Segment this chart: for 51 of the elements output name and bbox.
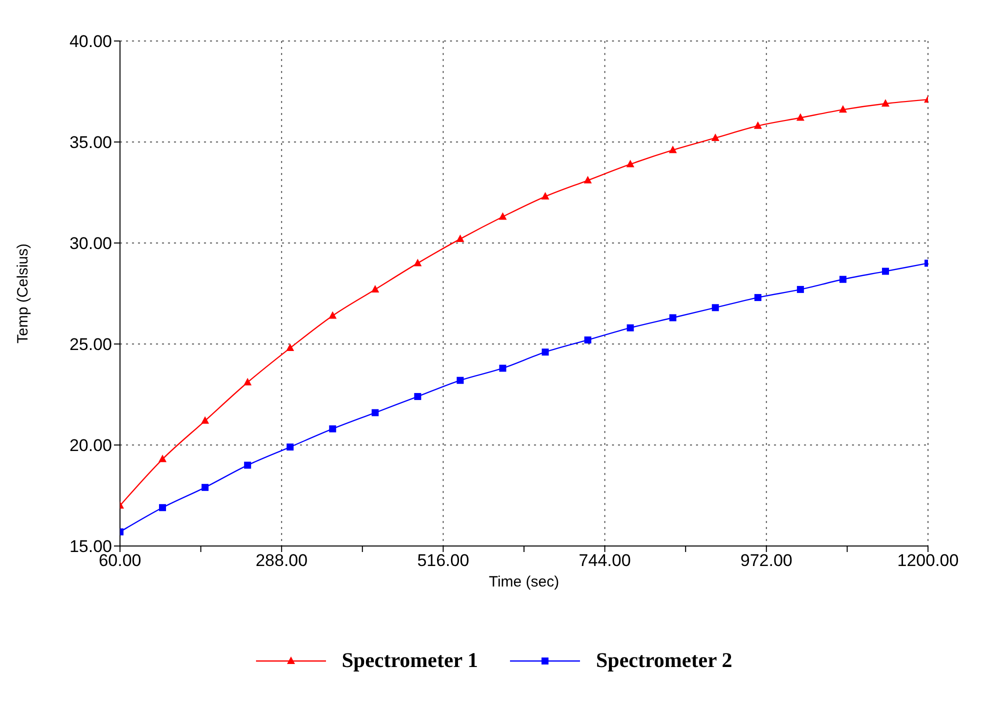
point	[414, 393, 422, 400]
point	[541, 192, 550, 200]
point	[668, 146, 677, 154]
point	[244, 378, 252, 386]
y-tick-label: 30.00	[69, 234, 112, 254]
point	[328, 311, 337, 319]
point	[499, 364, 506, 372]
point	[456, 234, 464, 242]
point	[838, 105, 847, 113]
point	[329, 425, 336, 432]
point	[669, 314, 676, 322]
point	[286, 444, 294, 451]
point	[584, 336, 592, 344]
point	[202, 484, 209, 491]
point	[286, 344, 294, 352]
point	[201, 416, 210, 424]
y-tick-label: 35.00	[69, 133, 112, 152]
y-axis-title: Temp (Celsius)	[14, 243, 32, 344]
point	[414, 258, 422, 266]
y-tick-label: 25.00	[69, 335, 112, 354]
point	[796, 286, 804, 293]
point	[371, 284, 380, 292]
x-tick-label: 60.00	[98, 551, 142, 570]
point	[754, 294, 762, 302]
point	[158, 454, 167, 462]
point	[584, 176, 592, 184]
point	[372, 409, 379, 416]
x-tick-label: 972.00	[740, 551, 792, 570]
x-axis-title: Time (sec)	[488, 574, 560, 591]
point	[159, 504, 166, 512]
x-tick-label: 516.00	[417, 551, 470, 570]
point	[754, 121, 762, 129]
point	[244, 462, 252, 469]
point	[881, 99, 890, 107]
point	[542, 348, 549, 356]
point	[712, 304, 719, 312]
point	[626, 160, 634, 168]
legend-label: Spectrometer 1	[342, 648, 478, 673]
y-tick-label: 40.00	[69, 32, 112, 52]
point	[456, 376, 464, 384]
point	[498, 212, 507, 220]
x-tick-label: 744.00	[578, 551, 631, 570]
x-tick-label: 1200.00	[897, 551, 959, 570]
point	[711, 133, 720, 141]
x-tick-label: 288.00	[256, 551, 308, 570]
point	[839, 276, 846, 283]
legend-label: Spectrometer 2	[596, 648, 732, 673]
point	[796, 113, 804, 121]
point	[626, 324, 634, 332]
y-tick-label: 20.00	[69, 436, 112, 456]
point	[882, 268, 889, 275]
